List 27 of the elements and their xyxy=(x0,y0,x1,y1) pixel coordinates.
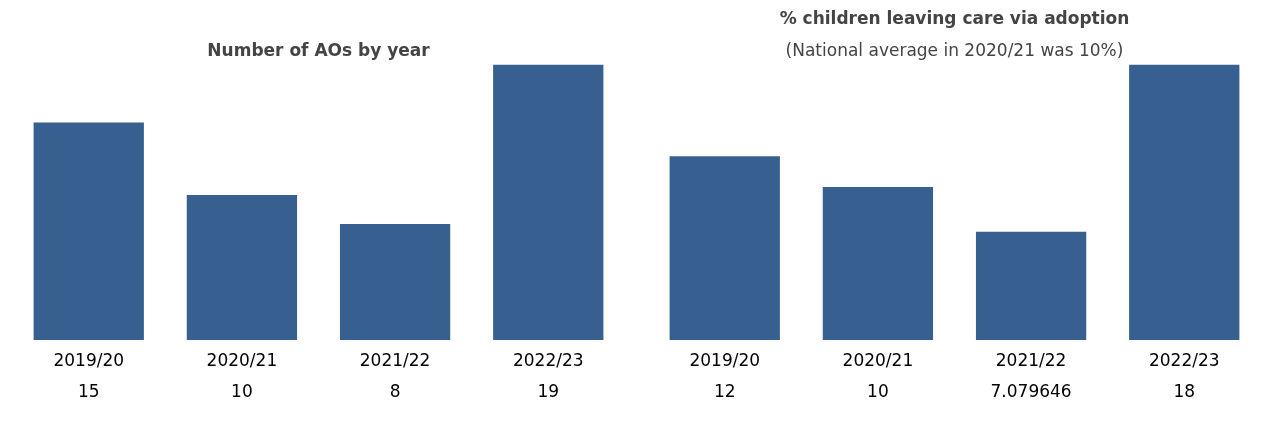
bar xyxy=(339,224,451,341)
data-label: 10 xyxy=(231,381,253,402)
bar xyxy=(975,231,1087,341)
x-tick-label: 2019/20 xyxy=(53,350,125,371)
data-label: 8 xyxy=(389,381,401,402)
data-label: 19 xyxy=(537,381,560,402)
bar xyxy=(186,195,298,341)
data-label: 15 xyxy=(77,381,100,402)
x-tick-label: 2021/22 xyxy=(359,350,431,371)
x-tick-label: 2019/20 xyxy=(689,350,761,371)
bar xyxy=(822,186,934,341)
chart-title: Number of AOs by year xyxy=(207,39,431,60)
data-label: 18 xyxy=(1173,381,1196,402)
data-label: 12 xyxy=(713,381,736,402)
x-tick-label: 2021/22 xyxy=(995,350,1067,371)
x-tick-label: 2022/23 xyxy=(512,350,584,371)
data-label: 7.079646 xyxy=(990,381,1072,402)
data-label: 10 xyxy=(867,381,889,402)
x-tick-label: 2020/21 xyxy=(842,350,914,371)
chart-title: % children leaving care via adoption xyxy=(779,7,1130,28)
bar xyxy=(669,156,780,341)
x-tick-label: 2020/21 xyxy=(206,350,278,371)
chart-subtitle: (National average in 2020/21 was 10%) xyxy=(785,39,1124,60)
x-tick-label: 2022/23 xyxy=(1148,350,1220,371)
bar xyxy=(493,64,604,341)
bar xyxy=(33,122,144,341)
bar xyxy=(1129,64,1240,341)
